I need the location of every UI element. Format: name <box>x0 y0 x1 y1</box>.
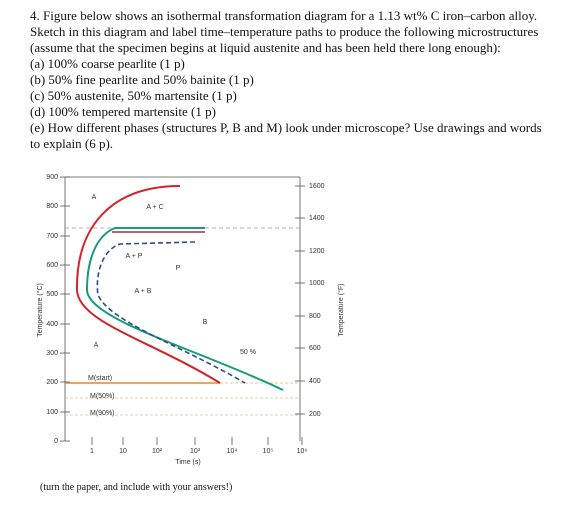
footer: (turn the paper, and include with your a… <box>40 482 232 493</box>
fifty-percent-curve <box>96 241 246 384</box>
y2-tick-label: 1400 <box>309 215 325 222</box>
y2-axis-label: Temperature (°F) <box>337 284 345 337</box>
y-axis-label: Temperature (°C) <box>36 283 44 337</box>
question-line: to explain (6 p). <box>30 136 113 151</box>
y2-tick-label: 1000 <box>309 280 325 287</box>
region-label: A <box>92 194 97 201</box>
line-label: M(50%) <box>90 393 115 400</box>
finish-curve <box>85 227 284 391</box>
y-tick-label: 400 <box>46 321 58 328</box>
x-tick-label: 10 <box>119 448 127 455</box>
question-line: (assume that the specimen begins at liqu… <box>30 40 501 55</box>
y-tick-label: 200 <box>46 379 58 386</box>
question-line: (e) How different phases (structures P, … <box>30 120 542 135</box>
question-line: Sketch in this diagram and label time–te… <box>30 24 538 39</box>
y-tick-label: 100 <box>46 409 58 416</box>
y2-tick-label: 1200 <box>309 248 325 255</box>
region-label: A + P <box>126 253 143 260</box>
region-label: B <box>203 319 208 326</box>
figure: 900 800 700 600 500 400 300 200 100 0 16… <box>36 174 345 466</box>
x-tick-label: 1 <box>90 448 94 455</box>
line-label: M(90%) <box>90 410 115 417</box>
region-label: A + B <box>135 288 152 295</box>
region-label: P <box>176 265 181 272</box>
x-tick-label: 10⁵ <box>263 448 274 455</box>
y2-tick-label: 400 <box>309 378 321 385</box>
x-axis-label: Time (s) <box>175 459 200 466</box>
y-tick-label: 500 <box>46 291 58 298</box>
region-label: 50 % <box>240 349 256 356</box>
y-tick-label: 800 <box>46 203 58 210</box>
x-tick-label: 10⁴ <box>227 448 238 455</box>
y-ticks <box>60 176 70 442</box>
x-tick-label: 10³ <box>190 448 201 455</box>
y-tick-label: 700 <box>46 233 58 240</box>
question-line: (a) 100% coarse pearlite (1 p) <box>30 56 185 71</box>
region-label: A <box>94 342 99 349</box>
y2-ticks <box>295 185 305 415</box>
x-tick-label: 10⁶ <box>297 448 308 455</box>
y-tick-label: 600 <box>46 262 58 269</box>
region-label: A + C <box>146 204 163 211</box>
question-line: (b) 50% fine pearlite and 50% bainite (1… <box>30 72 254 87</box>
question: 4. Figure below shows an isothermal tran… <box>30 8 542 151</box>
y2-tick-label: 800 <box>309 313 321 320</box>
y-tick-label: 0 <box>54 438 58 445</box>
x-ticks <box>91 437 303 445</box>
x-tick-label: 10² <box>152 448 163 455</box>
y-tick-label: 300 <box>46 350 58 357</box>
start-curve <box>75 185 221 384</box>
line-label: M(start) <box>88 375 112 382</box>
question-line: 4. Figure below shows an isothermal tran… <box>30 8 537 23</box>
y-tick-label: 900 <box>46 174 58 181</box>
question-line: (d) 100% tempered martensite (1 p) <box>30 104 216 119</box>
y2-tick-label: 600 <box>309 345 321 352</box>
y2-tick-label: 1600 <box>309 183 325 190</box>
y2-tick-label: 200 <box>309 411 321 418</box>
question-line: (c) 50% austenite, 50% martensite (1 p) <box>30 88 237 103</box>
